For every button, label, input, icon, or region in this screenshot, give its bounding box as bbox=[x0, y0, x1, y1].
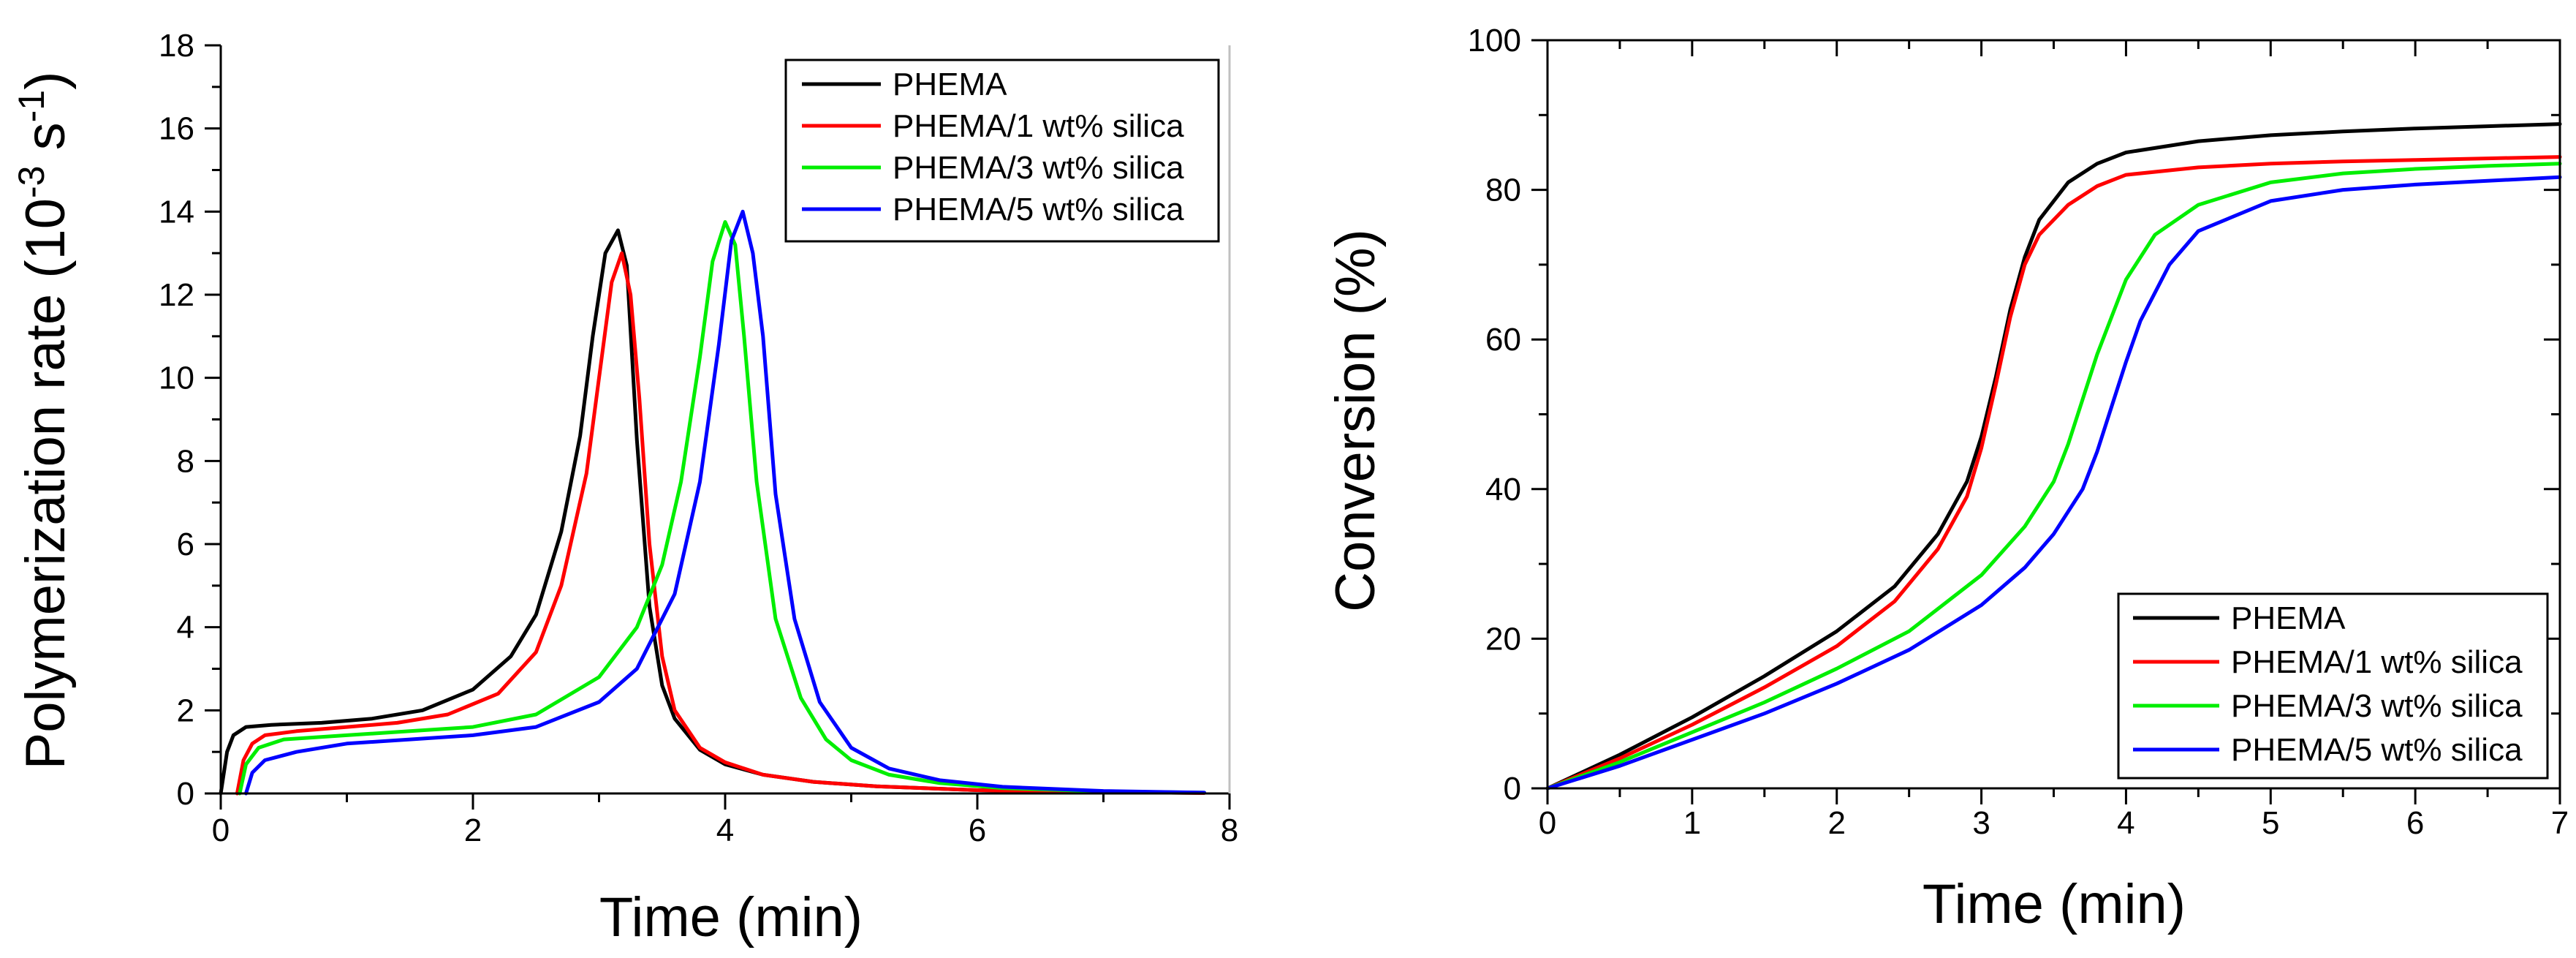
x-axis-title: Time (min) bbox=[1922, 873, 2186, 935]
x-tick-label: 8 bbox=[1221, 812, 1238, 848]
legend-label-2: PHEMA/1 wt% silica bbox=[893, 108, 1184, 144]
x-tick-label: 7 bbox=[2551, 805, 2569, 841]
series-line-1 bbox=[1545, 122, 2562, 791]
x-axis-ticks: 0 2 4 6 8 bbox=[212, 793, 1238, 848]
series-line-4 bbox=[1545, 175, 2562, 791]
series-line-2 bbox=[235, 251, 1206, 796]
y-tick-label: 0 bbox=[1504, 771, 1521, 807]
legend-label-4: PHEMA/5 wt% silica bbox=[2231, 732, 2523, 768]
x-tick-label: 2 bbox=[1827, 805, 1845, 841]
right-chart-panel: 0 1 2 3 4 5 6 7 0 20 40 60 80 100 Time (min) Conversion… bbox=[1325, 23, 2569, 935]
y-axis-title-part: s bbox=[15, 122, 77, 165]
y-axis-title: Polymerization rate (10-3 s-1) bbox=[11, 72, 77, 770]
x-tick-label: 4 bbox=[716, 812, 734, 848]
y-tick-label: 16 bbox=[159, 111, 194, 147]
series-line-4 bbox=[244, 209, 1206, 796]
legend-label-1: PHEMA bbox=[893, 67, 1007, 102]
y-tick-label: 2 bbox=[177, 693, 194, 728]
y-axis-title-exponent: -3 bbox=[11, 165, 52, 197]
series-line-3 bbox=[1545, 162, 2562, 791]
x-tick-label: 3 bbox=[1972, 805, 1990, 841]
y-tick-label: 6 bbox=[177, 527, 194, 562]
y-axis-title-part: ) bbox=[15, 72, 77, 90]
y-tick-label: 8 bbox=[177, 443, 194, 479]
y-axis-title-exponent: -1 bbox=[11, 90, 52, 122]
y-tick-label: 14 bbox=[159, 194, 194, 230]
data-lines bbox=[219, 209, 1206, 796]
data-lines bbox=[1545, 122, 2562, 791]
y-tick-label: 4 bbox=[177, 610, 194, 646]
y-tick-label: 12 bbox=[159, 277, 194, 313]
series-line-2 bbox=[1545, 155, 2562, 791]
legend-label-2: PHEMA/1 wt% silica bbox=[2231, 644, 2523, 680]
x-tick-label: 5 bbox=[2262, 805, 2279, 841]
x-tick-label: 1 bbox=[1683, 805, 1701, 841]
series-line-3 bbox=[238, 220, 1206, 796]
legend-label-4: PHEMA/5 wt% silica bbox=[893, 192, 1184, 227]
legend-box bbox=[784, 59, 1220, 243]
y-tick-label: 20 bbox=[1485, 621, 1521, 657]
legend-label-3: PHEMA/3 wt% silica bbox=[893, 150, 1184, 186]
x-tick-label: 2 bbox=[464, 812, 482, 848]
left-chart-panel: 0 2 4 6 8 0 2 4 6 8 10 12 14 16 18 Time (min) Polymeriza… bbox=[11, 28, 1238, 948]
x-tick-label: 6 bbox=[969, 812, 986, 848]
y-tick-label: 80 bbox=[1485, 173, 1521, 208]
x-axis-title: Time (min) bbox=[599, 886, 863, 948]
y-axis-title-part: Polymerization rate (10 bbox=[15, 198, 77, 769]
y-axis-title: Conversion (%) bbox=[1325, 229, 1387, 612]
y-tick-label: 18 bbox=[159, 28, 194, 64]
legend: PHEMA PHEMA/1 wt% silica PHEMA/3 wt% silic… bbox=[784, 59, 1220, 243]
y-tick-label: 10 bbox=[159, 361, 194, 396]
x-tick-label: 4 bbox=[2117, 805, 2134, 841]
y-axis-ticks: 0 2 4 6 8 10 12 14 16 18 bbox=[159, 28, 221, 812]
y-tick-label: 100 bbox=[1468, 23, 1521, 59]
legend-label-1: PHEMA bbox=[2231, 600, 2346, 636]
series-line-1 bbox=[219, 228, 1206, 796]
legend-box bbox=[2117, 592, 2549, 780]
x-axis-ticks: 0 1 2 3 4 5 6 7 bbox=[1539, 40, 2569, 841]
y-tick-label: 40 bbox=[1485, 472, 1521, 508]
legend-label-3: PHEMA/3 wt% silica bbox=[2231, 688, 2523, 724]
x-tick-label: 0 bbox=[1539, 805, 1556, 841]
legend: PHEMA PHEMA/1 wt% silica PHEMA/3 wt% silic… bbox=[2117, 592, 2549, 780]
x-tick-label: 0 bbox=[212, 812, 230, 848]
y-axis-ticks: 0 20 40 60 80 100 bbox=[1468, 23, 2560, 807]
y-tick-label: 0 bbox=[177, 776, 194, 812]
x-tick-label: 6 bbox=[2406, 805, 2424, 841]
y-tick-label: 60 bbox=[1485, 322, 1521, 358]
